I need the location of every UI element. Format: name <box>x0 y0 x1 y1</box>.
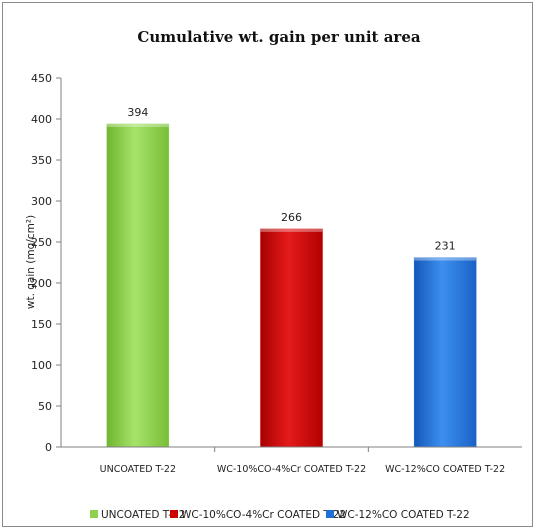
y-axis: 0 50 100 150 200 250 300 350 400 450 <box>31 72 62 454</box>
bar-top-highlight <box>106 122 169 127</box>
legend-label: WC-12%CO COATED T-22 <box>337 509 470 521</box>
bar <box>260 228 323 448</box>
data-label: 231 <box>435 240 456 253</box>
legend-swatch <box>90 510 98 518</box>
bar-top-highlight <box>260 227 323 232</box>
bar <box>413 257 477 448</box>
data-label: 266 <box>281 211 302 224</box>
legend-swatch <box>326 510 334 518</box>
y-tick-label: 50 <box>38 400 52 413</box>
y-tick-label: 400 <box>31 113 52 126</box>
chart-title: Cumulative wt. gain per unit area <box>137 28 420 46</box>
legend-swatch <box>170 510 178 518</box>
x-axis: UNCOATED T-22 WC-10%CO-4%Cr COATED T-22 WC… <box>61 446 522 475</box>
x-tick-label: WC-10%CO-4%Cr COATED T-22 <box>217 464 366 475</box>
y-tick-label: 250 <box>31 236 52 249</box>
y-tick-label: 450 <box>31 72 52 85</box>
y-tick-label: 300 <box>31 195 52 208</box>
x-tick-label: UNCOATED T-22 <box>100 464 176 475</box>
y-tick-label: 100 <box>31 359 52 372</box>
y-tick-label: 0 <box>45 441 52 454</box>
y-tick-label: 350 <box>31 154 52 167</box>
y-tick-label: 150 <box>31 318 52 331</box>
x-tick-label: WC-12%CO COATED T-22 <box>385 464 505 475</box>
bar <box>106 123 170 448</box>
legend-label: UNCOATED T-22 <box>101 509 185 521</box>
bar-series: 394 266 231 <box>106 106 477 448</box>
data-label: 394 <box>127 106 148 119</box>
y-axis-label: wt. gain (mg/cm²) <box>25 215 37 309</box>
y-tick-label: 200 <box>31 277 52 290</box>
bar-top-highlight <box>414 256 477 261</box>
legend-label: WC-10%CO-4%Cr COATED T-22 <box>181 509 346 521</box>
